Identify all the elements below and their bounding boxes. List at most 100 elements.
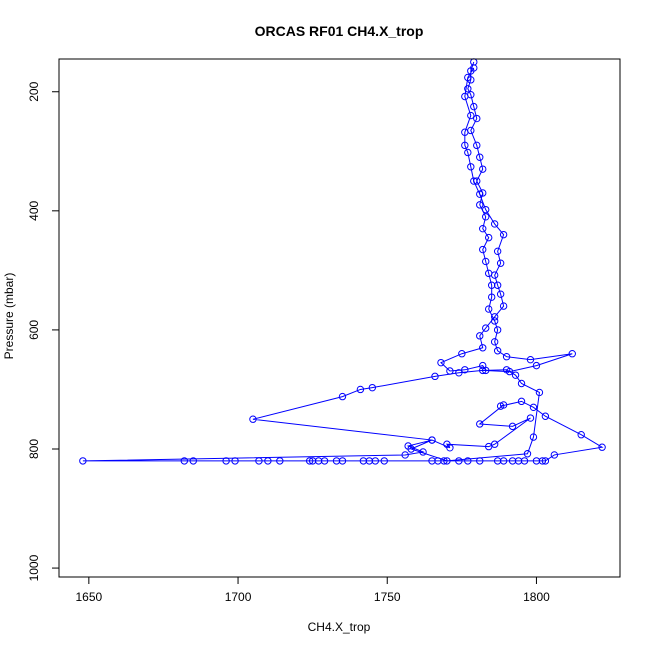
data-point <box>368 383 377 392</box>
data-point <box>529 403 538 412</box>
chart-title: ORCAS RF01 CH4.X_trop <box>255 23 424 39</box>
data-point <box>440 457 448 465</box>
data-point <box>598 443 606 451</box>
data-point <box>479 344 487 352</box>
data-point <box>485 442 493 451</box>
series-layer <box>79 58 606 465</box>
x-tick-label: 1700 <box>225 590 252 604</box>
data-point <box>476 420 484 428</box>
data-point <box>541 412 550 420</box>
x-tick-label: 1800 <box>523 590 550 604</box>
y-tick-label: 1000 <box>27 554 41 581</box>
data-point <box>476 332 484 340</box>
data-point <box>419 448 427 456</box>
data-point <box>455 369 463 377</box>
data-point <box>535 388 544 397</box>
data-point <box>568 350 576 358</box>
y-tick-label: 600 <box>27 320 41 340</box>
data-point <box>255 457 263 465</box>
data-point <box>446 367 454 375</box>
data-point <box>523 450 532 458</box>
data-point <box>511 371 520 379</box>
data-point <box>467 163 475 171</box>
y-tick-label: 800 <box>27 439 41 459</box>
data-point <box>499 302 508 310</box>
data-point <box>443 457 451 465</box>
data-point <box>189 457 197 465</box>
data-point <box>461 141 469 150</box>
data-point <box>485 233 493 242</box>
data-point <box>464 457 472 465</box>
data-point <box>473 114 481 123</box>
data-point <box>490 338 499 346</box>
x-tick-label: 1650 <box>75 590 102 604</box>
x-tick-label: 1750 <box>374 590 401 604</box>
data-point <box>550 451 559 459</box>
data-point <box>428 436 436 444</box>
data-point <box>479 224 487 233</box>
data-point <box>470 102 478 111</box>
data-point <box>490 317 499 325</box>
data-point <box>520 457 529 465</box>
data-point <box>437 358 445 367</box>
data-point <box>517 379 526 388</box>
data-point <box>464 85 472 93</box>
data-point <box>467 111 475 120</box>
data-point <box>482 257 490 266</box>
data-point <box>482 213 490 221</box>
data-point <box>487 293 496 301</box>
data-point <box>401 451 409 459</box>
data-point <box>461 128 469 136</box>
data-point <box>464 73 472 82</box>
data-point <box>541 457 550 465</box>
data-point <box>499 401 508 409</box>
data-point <box>490 313 499 321</box>
data-point <box>493 281 502 289</box>
data-point <box>493 247 502 256</box>
data-point <box>473 177 481 185</box>
series-line <box>82 61 604 462</box>
y-tick-label: 400 <box>27 200 41 220</box>
axes-layer: 1650 1700 1750 1800 200 400 600 800 1000 <box>27 81 550 604</box>
data-point <box>446 444 454 452</box>
y-tick-label: 200 <box>27 81 41 101</box>
data-point <box>490 271 499 279</box>
data-point <box>496 259 505 267</box>
data-point <box>476 153 484 161</box>
data-point <box>407 445 415 453</box>
data-point <box>470 177 478 185</box>
data-point <box>338 457 347 465</box>
data-point <box>482 205 490 214</box>
data-point <box>526 414 535 422</box>
data-point <box>532 361 541 370</box>
data-point <box>502 366 511 374</box>
data-point <box>222 457 230 465</box>
data-point <box>496 290 505 298</box>
data-point <box>356 385 365 394</box>
data-point <box>249 415 257 423</box>
data-point <box>470 64 478 72</box>
plot-frame <box>58 58 621 578</box>
data-point <box>517 397 526 406</box>
data-point <box>476 190 484 198</box>
data-point <box>538 457 547 465</box>
data-point <box>338 392 347 401</box>
data-point <box>371 457 380 465</box>
data-point <box>461 366 469 374</box>
data-point <box>231 457 239 465</box>
data-point <box>305 457 314 465</box>
data-point <box>479 366 487 375</box>
data-point <box>508 422 517 431</box>
data-point <box>479 165 487 173</box>
data-point <box>499 457 508 465</box>
data-point <box>490 220 499 228</box>
data-point <box>276 457 284 465</box>
data-point <box>577 431 585 439</box>
data-point <box>476 457 484 465</box>
data-point <box>479 245 487 254</box>
data-point <box>479 361 487 370</box>
data-point <box>461 92 469 101</box>
data-point <box>485 305 493 313</box>
data-point <box>320 457 329 465</box>
